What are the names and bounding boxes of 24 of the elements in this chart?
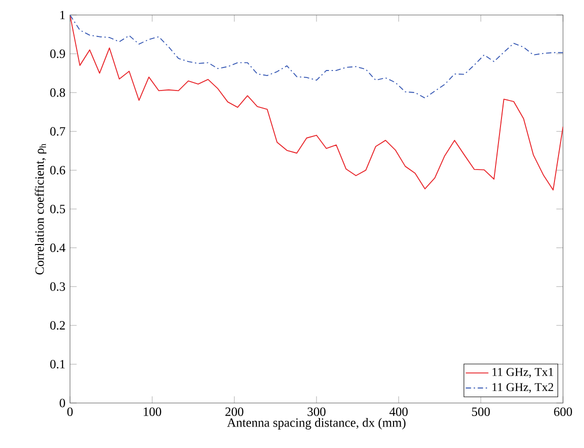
y-tick-label: 0.5 bbox=[50, 204, 66, 214]
x-tick-label: 200 bbox=[225, 407, 244, 416]
y-tick-label: 0.8 bbox=[50, 88, 66, 97]
y-tick-label: 0.9 bbox=[50, 50, 66, 58]
y-tick-label: 0.7 bbox=[50, 127, 66, 136]
legend-label: 11 GHz, Tx1 bbox=[492, 368, 554, 378]
y-tick-label: 0 bbox=[60, 398, 66, 408]
y-tick-label: 0.1 bbox=[50, 360, 65, 368]
x-tick-label: 100 bbox=[144, 407, 162, 416]
x-tick-label: 400 bbox=[389, 407, 408, 416]
y-axis-title: Correlation coefficient, ρ$_{h}$ bbox=[34, 144, 46, 274]
x-tick-label: 600 bbox=[554, 407, 572, 416]
y-tick-label: 0.2 bbox=[50, 321, 65, 330]
line-series bbox=[70, 14, 564, 98]
legend-label: 11 GHz, Tx2 bbox=[492, 383, 554, 393]
x-tick-label: 500 bbox=[472, 407, 490, 416]
x-tick-label: 0 bbox=[67, 407, 73, 416]
x-tick-label: 300 bbox=[308, 407, 326, 416]
y-tick-label: 0.6 bbox=[50, 166, 66, 174]
y-tick-label: 0.4 bbox=[50, 244, 66, 252]
x-axis-title: Antenna spacing distance, dx (mm) bbox=[227, 418, 406, 430]
y-tick-label: 0.3 bbox=[50, 282, 66, 291]
line-series bbox=[70, 14, 564, 190]
y-tick-label: 1 bbox=[60, 10, 65, 20]
